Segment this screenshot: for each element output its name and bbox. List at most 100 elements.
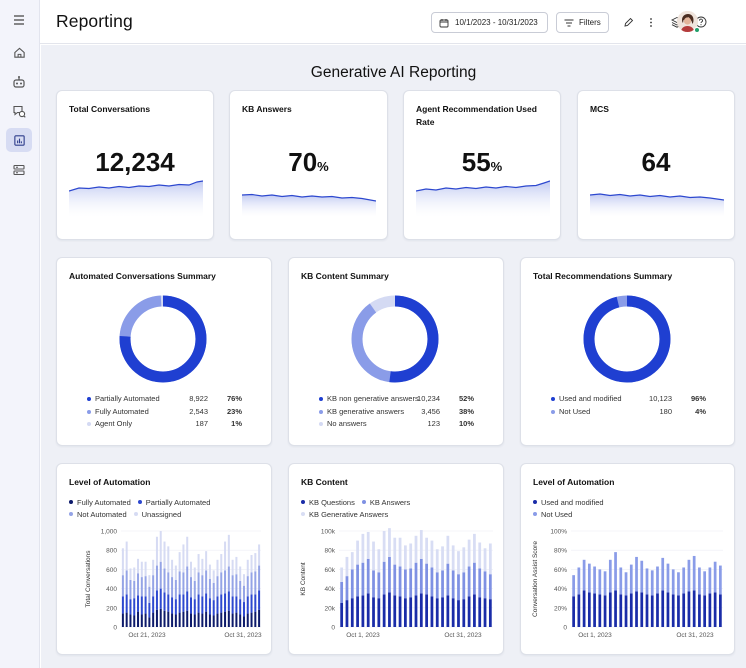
bar-segment [235,574,238,597]
chart-card-level-of-automation-2[interactable]: Level of Automation Used and modified No… [520,463,735,655]
bar-segment [457,574,460,601]
legend-label: Partially Automated [145,498,211,507]
bar-segment [205,611,208,627]
bar-segment [208,564,211,579]
y-tick-label: 400 [106,586,117,593]
bar-segment [666,592,670,627]
legend-percent: 10% [458,419,474,428]
bar-segment [692,590,696,627]
legend-item: Unassigned [133,509,181,521]
bar-segment [582,590,586,627]
legend-item: KB Questions [301,497,355,509]
bar-segment [121,548,124,576]
bar-segment [178,612,181,627]
chart-card-kb-content[interactable]: KB Content KB Questions KB Answers KB Gen… [288,463,504,655]
bar-segment [467,539,471,567]
bar-segment [201,613,204,627]
summary-card-kb-content[interactable]: KB Content Summary KB non generative ans… [288,257,504,446]
summary-legend: Used and modified 10,123 96% Not Used 180 4% [551,394,706,419]
bar-segment [478,568,482,598]
summary-card-automated-conversations[interactable]: Automated Conversations Summary Partiall… [56,257,272,446]
bar-segment [140,561,143,578]
reporting-icon[interactable] [6,128,32,152]
bar-segment [671,594,675,627]
bar-segment [212,582,215,601]
bar-segment [125,541,128,571]
legend-label: KB non generative answers [327,394,419,403]
legend-dot [319,409,323,414]
bar-segment [159,531,162,562]
bar-segment [258,590,261,610]
legend-dot [361,500,366,504]
bar-segment [216,576,219,597]
bar-segment [163,568,166,593]
kpi-value: 55% [404,147,560,178]
legend-item: KB Answers [361,497,410,509]
y-axis-label: Conversation Assist Score [532,541,539,617]
bar-segment [356,540,359,565]
kpi-card-agent-recommendation[interactable]: Agent Recommendation Used Rate 55% [403,90,561,240]
legend-value: 2,543 [189,406,208,416]
home-icon[interactable] [6,40,32,64]
legend-label: Fully Automated [77,498,131,507]
more-vertical-icon[interactable] [643,14,659,30]
user-avatar[interactable] [677,11,698,32]
bar-segment [473,533,476,563]
y-tick-label: 800 [106,548,117,555]
bar-segment [197,572,200,595]
bar-segment [356,564,359,597]
bar-segment [403,598,407,627]
donut-chart-kb-content [351,295,439,383]
bar-segment [350,569,354,599]
section-title: Generative AI Reporting [310,64,477,81]
legend-dot [87,397,91,401]
bar-segment [239,566,242,581]
bar-segment [650,570,654,596]
bar-segment [258,565,261,591]
kpi-card-kb-answers[interactable]: KB Answers 70% [229,90,388,240]
x-tick-label: Oct 21, 2023 [128,632,166,639]
summary-card-total-recommendations[interactable]: Total Recommendations Summary Used and m… [520,257,735,446]
bar-segment [441,570,444,598]
calendar-icon [439,18,449,27]
bar-segment [598,594,602,627]
bar-segment [414,595,418,627]
date-range-picker[interactable]: 10/1/2023 - 10/31/2023 [431,12,548,33]
edit-pencil-icon[interactable] [620,14,636,30]
chart-legend: Fully Automated Partially Automated Not A… [69,497,217,521]
bot-icon[interactable] [6,70,32,94]
bar-segment [246,613,249,627]
bar-segment [167,594,170,612]
conversations-icon[interactable] [6,99,32,123]
hamburger-menu-icon[interactable] [6,8,32,32]
bar-segment [462,572,466,600]
bar-segment [231,559,234,576]
y-tick-label: 200 [106,605,117,612]
chart-card-level-of-automation[interactable]: Level of Automation Fully Automated Parti… [56,463,272,655]
kpi-card-total-conversations[interactable]: Total Conversations 12,234 [56,90,214,240]
bar-segment [212,600,215,616]
integrations-icon[interactable] [6,158,32,182]
bar-segment [640,560,644,593]
sparkline-mcs [590,193,724,217]
legend-percent: 1% [231,419,242,428]
bar-segment [163,610,166,627]
bar-segment [155,590,158,610]
bar-segment [713,592,717,627]
filters-button[interactable]: Filters [556,12,609,33]
filters-label: Filters [579,18,601,27]
legend-dot [319,422,323,426]
bar-segment [140,596,143,615]
bar-segment [224,611,227,627]
kpi-title: MCS [590,104,609,114]
bar-segment [635,591,638,627]
legend-label: Fully Automated [95,406,149,416]
bar-segment [340,603,344,627]
kpi-value: 12,234 [57,147,213,178]
bar-segment [239,614,242,627]
kpi-card-mcs[interactable]: MCS 64 [577,90,735,240]
bar-segment [174,579,177,600]
bar-segment [441,597,444,627]
bar-segment [125,570,128,595]
bar-segment [121,596,124,614]
